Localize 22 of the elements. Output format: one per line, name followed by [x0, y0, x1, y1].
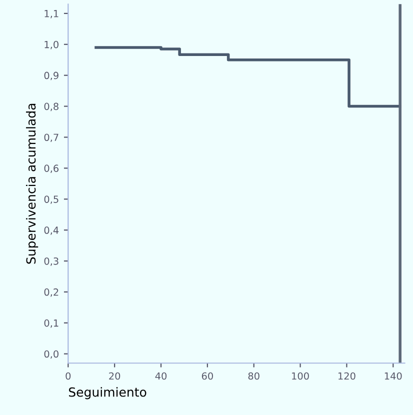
x-tick-label: 60 — [202, 372, 213, 380]
x-axis-title: Seguimiento — [68, 387, 146, 400]
y-axis-title: Supervivencia acumulada — [26, 104, 38, 264]
y-tick-label: 0,2 — [44, 288, 58, 297]
y-tick-label: 0,0 — [44, 350, 58, 359]
y-tick-label: 0,9 — [44, 72, 58, 80]
y-tick-label: 0,3 — [44, 257, 58, 266]
x-tick-label: 40 — [155, 372, 167, 380]
x-tick-label: 100 — [292, 372, 309, 380]
y-tick-label: 0,4 — [44, 226, 59, 235]
x-tick-label: 80 — [248, 372, 260, 380]
y-tick-label: 1,1 — [44, 10, 58, 18]
y-tick-label: 0,6 — [44, 164, 59, 173]
x-tick-label: 120 — [338, 372, 356, 380]
y-tick-label: 0,8 — [44, 102, 58, 112]
x-tick-label: 0 — [66, 372, 71, 380]
y-tick-label: 0,7 — [44, 134, 58, 142]
y-tick-label: 0,1 — [44, 319, 58, 328]
x-tick-label: 140 — [384, 372, 402, 380]
y-tick-label: 1,0 — [44, 40, 58, 50]
x-tick-label: 20 — [109, 372, 120, 380]
y-tick-label: 0,5 — [44, 196, 58, 204]
